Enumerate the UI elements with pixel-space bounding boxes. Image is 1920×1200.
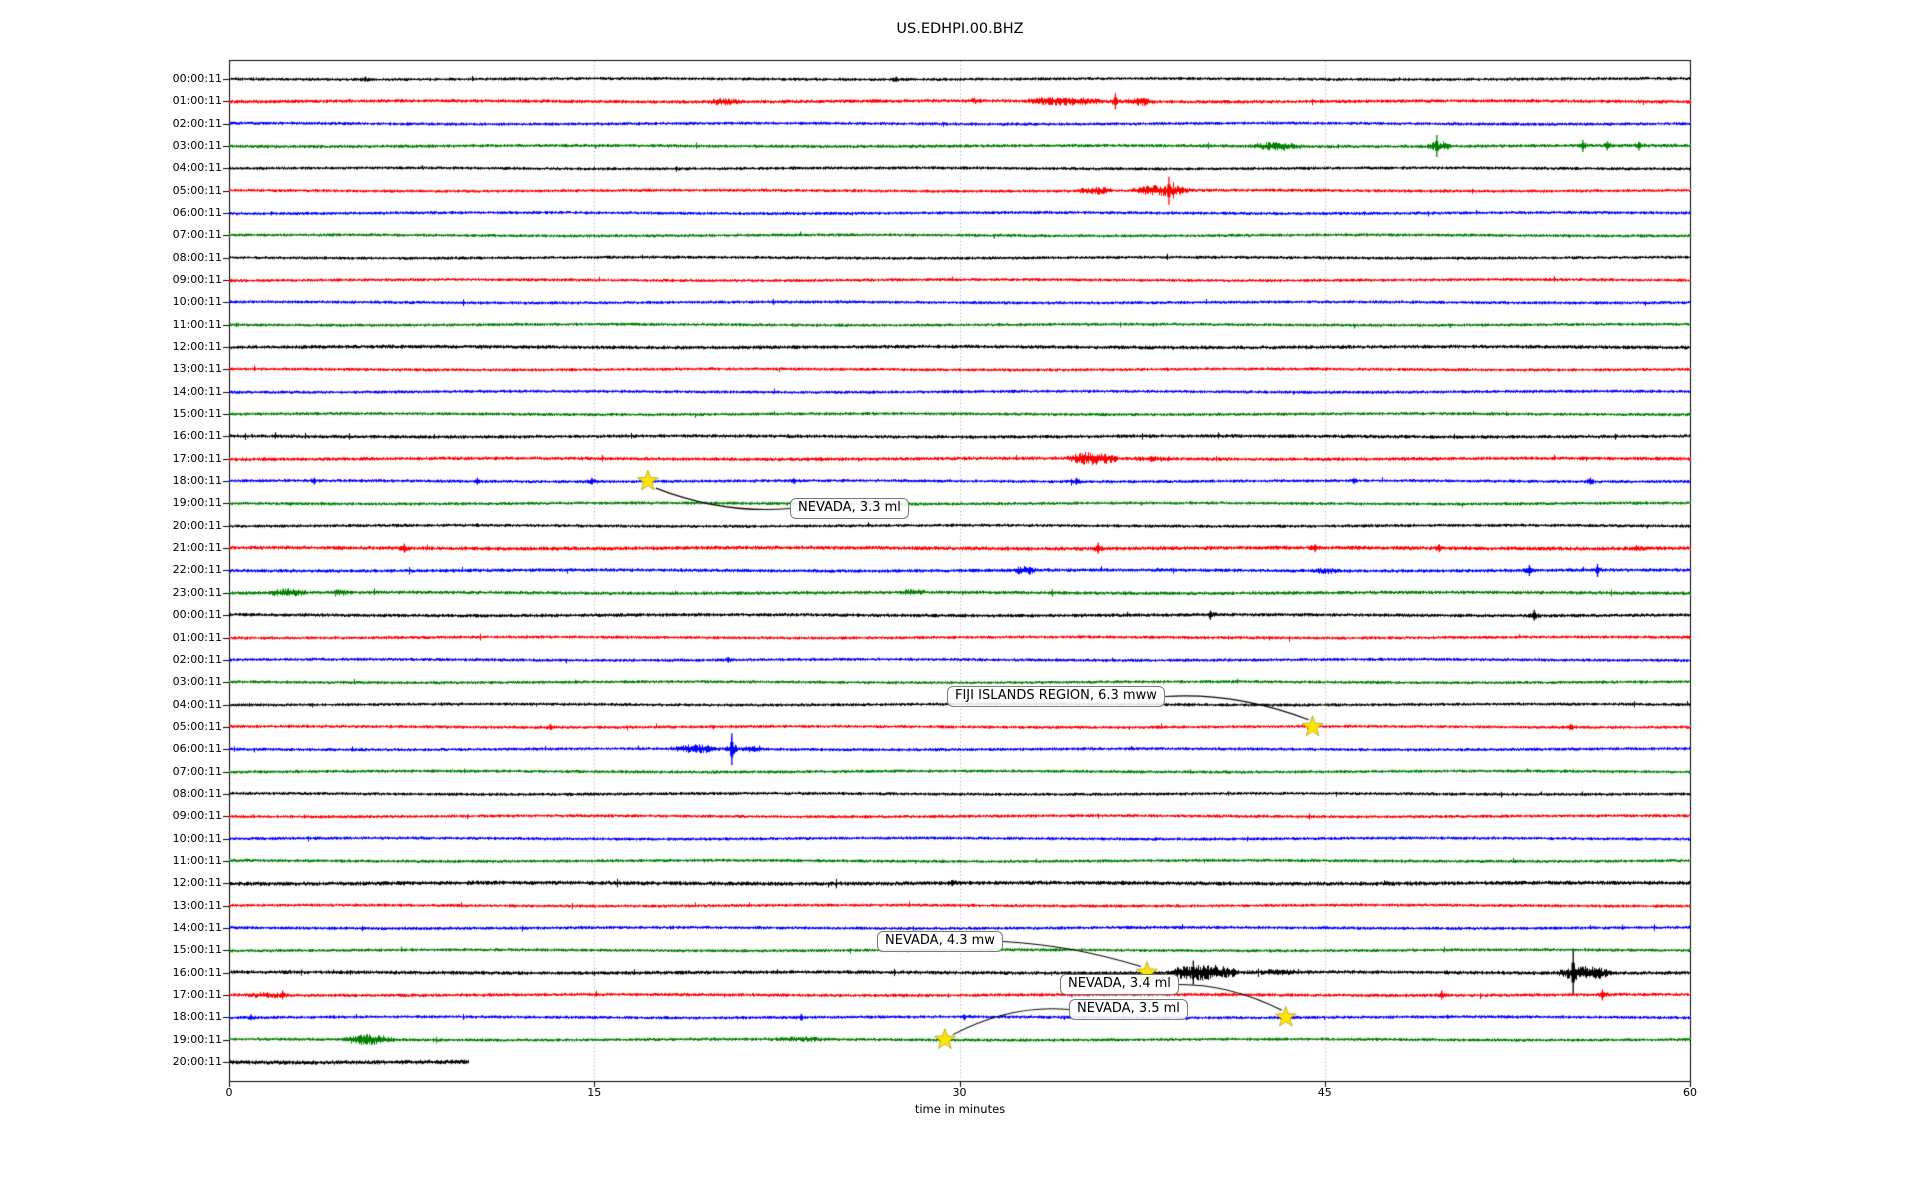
y-tick-label: 18:00:11 bbox=[172, 1010, 222, 1024]
y-tick-label: 01:00:11 bbox=[172, 94, 222, 108]
y-tick-label: 14:00:11 bbox=[172, 920, 222, 934]
y-tick-label: 02:00:11 bbox=[172, 652, 222, 666]
y-tick-label: 12:00:11 bbox=[172, 340, 222, 354]
y-tick-label: 00:00:11 bbox=[172, 608, 222, 622]
x-tick-label: 45 bbox=[1317, 1086, 1332, 1099]
y-tick-label: 07:00:11 bbox=[172, 228, 222, 242]
y-tick-label: 14:00:11 bbox=[172, 384, 222, 398]
y-tick-label: 17:00:11 bbox=[172, 451, 222, 465]
y-tick-label: 13:00:11 bbox=[172, 898, 222, 912]
y-tick-label: 23:00:11 bbox=[172, 585, 222, 599]
y-tick-label: 18:00:11 bbox=[172, 474, 222, 488]
y-tick-label: 03:00:11 bbox=[172, 675, 222, 689]
event-label: NEVADA, 3.5 ml bbox=[1069, 999, 1188, 1020]
y-tick-label: 04:00:11 bbox=[172, 697, 222, 711]
y-tick-label: 03:00:11 bbox=[172, 139, 222, 153]
event-label: NEVADA, 3.3 ml bbox=[790, 498, 909, 519]
y-tick-label: 17:00:11 bbox=[172, 987, 222, 1001]
y-tick-label: 06:00:11 bbox=[172, 206, 222, 220]
y-tick-label: 08:00:11 bbox=[172, 250, 222, 264]
y-tick-label: 09:00:11 bbox=[172, 809, 222, 823]
y-tick-label: 19:00:11 bbox=[172, 1032, 222, 1046]
y-tick-label: 05:00:11 bbox=[172, 719, 222, 733]
y-tick-label: 12:00:11 bbox=[172, 876, 222, 890]
chart-title: US.EDHPI.00.BHZ bbox=[896, 21, 1024, 37]
y-tick-label: 21:00:11 bbox=[172, 541, 222, 555]
x-tick-label: 30 bbox=[952, 1086, 967, 1099]
y-tick-label: 08:00:11 bbox=[172, 786, 222, 800]
y-tick-label: 20:00:11 bbox=[172, 518, 222, 532]
y-tick-label: 02:00:11 bbox=[172, 116, 222, 130]
x-tick-label: 0 bbox=[225, 1086, 233, 1099]
x-tick-label: 15 bbox=[587, 1086, 602, 1099]
y-tick-label: 05:00:11 bbox=[172, 183, 222, 197]
y-tick-label: 06:00:11 bbox=[172, 742, 222, 756]
y-tick-label: 01:00:11 bbox=[172, 630, 222, 644]
event-label: NEVADA, 3.4 ml bbox=[1060, 974, 1179, 995]
y-tick-label: 16:00:11 bbox=[172, 965, 222, 979]
y-tick-label: 11:00:11 bbox=[172, 853, 222, 867]
x-tick-label: 60 bbox=[1683, 1086, 1697, 1099]
y-tick-label: 13:00:11 bbox=[172, 362, 222, 376]
y-tick-label: 00:00:11 bbox=[172, 72, 222, 85]
x-axis-label: time in minutes bbox=[914, 1102, 1006, 1116]
event-label: FIJI ISLANDS REGION, 6.3 mww bbox=[947, 686, 1165, 707]
y-tick-label: 19:00:11 bbox=[172, 496, 222, 510]
y-tick-label: 11:00:11 bbox=[172, 317, 222, 331]
y-tick-label: 16:00:11 bbox=[172, 429, 222, 443]
y-tick-label: 22:00:11 bbox=[172, 563, 222, 577]
y-tick-label: 04:00:11 bbox=[172, 161, 222, 175]
y-tick-label: 10:00:11 bbox=[172, 295, 222, 309]
y-tick-label: 15:00:11 bbox=[172, 943, 222, 957]
y-tick-label: 15:00:11 bbox=[172, 407, 222, 421]
y-tick-label: 07:00:11 bbox=[172, 764, 222, 778]
y-tick-label: 09:00:11 bbox=[172, 273, 222, 287]
event-label: NEVADA, 4.3 mw bbox=[877, 931, 1003, 952]
y-tick-label: 10:00:11 bbox=[172, 831, 222, 845]
y-tick-label: 20:00:11 bbox=[172, 1054, 222, 1068]
